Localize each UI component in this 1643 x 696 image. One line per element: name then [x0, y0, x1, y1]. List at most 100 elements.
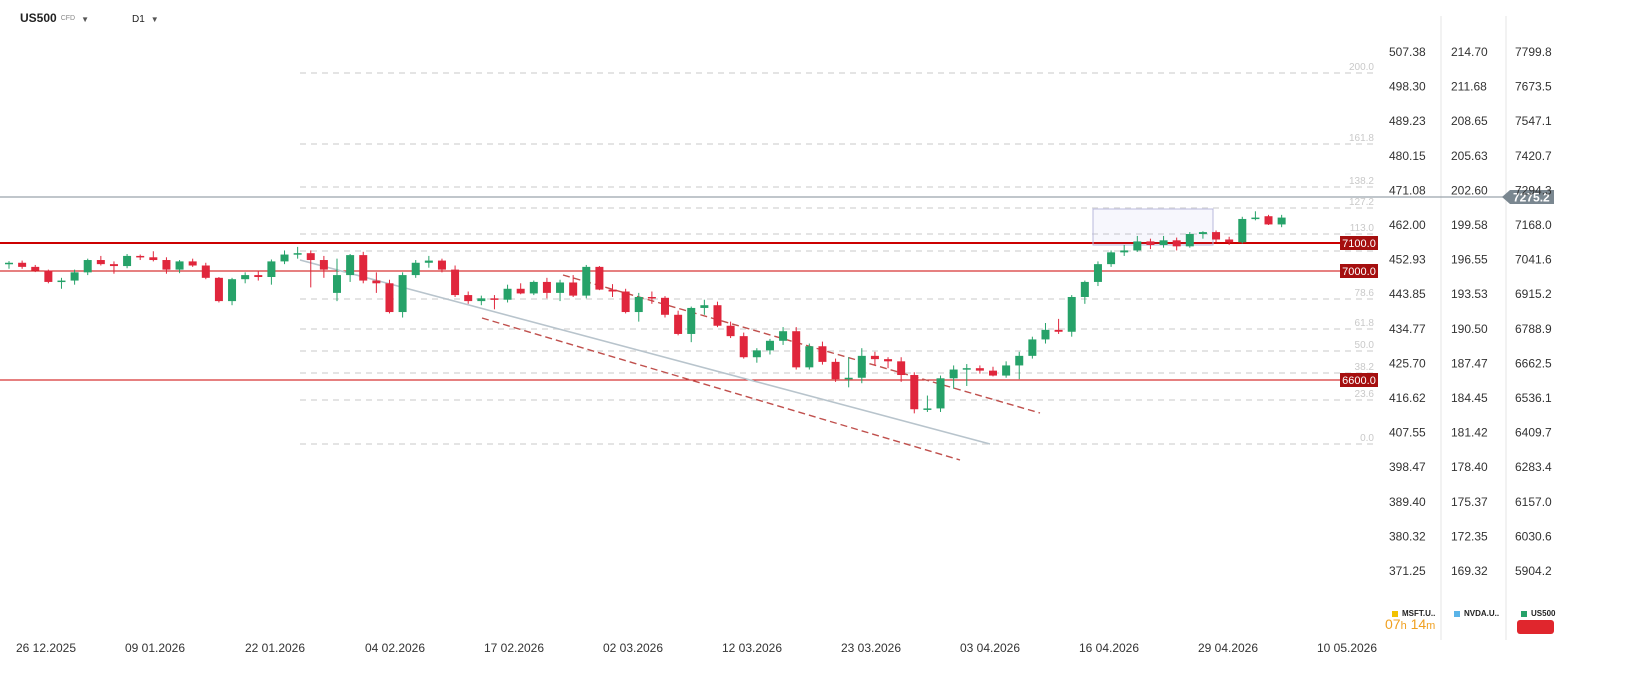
candle: [372, 272, 381, 293]
legend-item-msft[interactable]: MSFT.U..: [1392, 609, 1435, 618]
candle-body: [870, 355, 879, 360]
candle: [989, 366, 997, 377]
candle-body: [293, 253, 302, 255]
candle-body: [306, 253, 315, 261]
candle-body: [674, 314, 683, 334]
candle-body: [608, 289, 617, 292]
candle: [451, 265, 460, 297]
compare-tick-label: 434.77: [1389, 322, 1426, 336]
legend-item-nvda[interactable]: NVDA.U..: [1454, 609, 1499, 618]
candle-body: [280, 254, 289, 262]
candle-body: [910, 375, 919, 410]
date-tick-label: 04 02.2026: [365, 641, 425, 655]
candle: [385, 279, 394, 314]
compare-tick-label: 190.50: [1451, 322, 1488, 336]
candle: [293, 246, 302, 259]
candle-body: [228, 279, 237, 302]
candle: [398, 272, 407, 318]
candle: [1198, 231, 1207, 239]
candle-body: [437, 260, 446, 270]
sell-button[interactable]: [1517, 620, 1554, 634]
legend-item-us500[interactable]: US500: [1521, 609, 1555, 618]
candle-body: [897, 361, 906, 376]
current-price-label: 7275.2: [1513, 191, 1550, 205]
candle-body: [333, 275, 341, 293]
candle-body: [83, 260, 92, 273]
candle: [687, 306, 696, 343]
level-tag-label: 7000.0: [1342, 266, 1376, 278]
candle: [1041, 322, 1050, 344]
candle-body: [805, 346, 814, 368]
compare-tick-label: 498.30: [1389, 80, 1426, 94]
level-tag: [1340, 236, 1378, 250]
countdown-minutes: 14: [1410, 616, 1427, 632]
candle-body: [451, 269, 460, 296]
compare-tick-label: 172.35: [1451, 529, 1488, 543]
price-tick-label: 6662.5: [1515, 356, 1552, 370]
candle-body: [1054, 329, 1063, 332]
timeframe-label: D1: [132, 14, 145, 25]
candle-body: [1093, 264, 1102, 282]
candle: [1238, 216, 1247, 244]
compare-tick-label: 407.55: [1389, 426, 1426, 440]
candle-body: [385, 283, 394, 313]
candle: [765, 338, 774, 355]
candle: [5, 261, 13, 269]
candle-body: [818, 346, 827, 362]
candle: [96, 255, 105, 266]
candle-body: [1277, 217, 1286, 225]
candle-body: [792, 331, 801, 368]
legend-label: NVDA.U..: [1464, 609, 1500, 618]
candle-body: [411, 262, 420, 276]
candle: [936, 375, 945, 412]
candle: [18, 260, 27, 269]
candle-body: [647, 296, 656, 299]
candle-body: [923, 408, 932, 410]
candle-body: [634, 296, 643, 313]
compare-tick-label: 425.70: [1389, 356, 1426, 370]
compare-tick-label: 480.15: [1389, 149, 1426, 163]
level-tag: [1340, 264, 1378, 278]
candle: [556, 279, 565, 302]
candle-countdown: 07h 14m: [1385, 616, 1435, 632]
fib-level-label: 78.6: [1355, 288, 1375, 299]
candle-body: [1002, 365, 1011, 376]
candle: [792, 327, 801, 370]
legend-swatch: [1392, 610, 1398, 617]
candle-body: [844, 377, 853, 380]
candle-body: [884, 359, 893, 362]
candle-body: [542, 281, 551, 293]
candle: [1054, 318, 1063, 334]
candle: [333, 258, 341, 302]
candle: [162, 257, 171, 274]
legend-label: MSFT.U..: [1402, 609, 1436, 618]
candle: [1212, 230, 1221, 243]
candle-body: [5, 262, 13, 265]
compare-tick-label: 371.25: [1389, 564, 1426, 578]
compare-tick-label: 380.32: [1389, 529, 1426, 543]
price-tick-label: 6157.0: [1515, 495, 1552, 509]
candle: [477, 295, 486, 306]
symbol-selector[interactable]: US500 CFD ▼: [20, 11, 89, 25]
channel-upper-line: [562, 274, 1041, 414]
price-tick-label: 7168.0: [1515, 218, 1552, 232]
candle: [306, 250, 315, 288]
legend-swatch: [1521, 610, 1527, 617]
candle: [779, 327, 788, 345]
consolidation-box: [1092, 208, 1214, 246]
candle-body: [162, 260, 171, 270]
candle: [975, 365, 984, 374]
candle-body: [962, 368, 971, 370]
candle-body: [214, 277, 223, 302]
timeframe-selector[interactable]: D1 ▼: [132, 14, 159, 25]
candle: [1185, 232, 1194, 248]
compare-tick-label: 208.65: [1451, 114, 1488, 128]
compare-tick-label: 169.32: [1451, 564, 1488, 578]
candle-body: [713, 305, 722, 326]
compare-tick-label: 211.68: [1451, 80, 1487, 94]
candle: [949, 365, 958, 389]
candle-body: [1015, 355, 1024, 366]
candle: [254, 270, 263, 281]
date-tick-label: 10 05.2026: [1317, 641, 1377, 655]
